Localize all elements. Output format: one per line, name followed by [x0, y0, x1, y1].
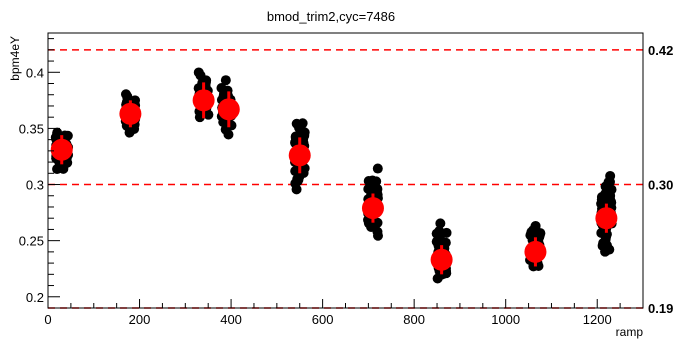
data-point — [297, 118, 308, 129]
y-tick-label: 0.3 — [26, 178, 44, 193]
y-tick-label: 0.25 — [19, 234, 44, 249]
y-tick-label: 0.4 — [26, 65, 44, 80]
mean-point — [524, 240, 547, 263]
data-point — [195, 70, 206, 81]
data-point — [526, 227, 537, 238]
x-tick-label: 1000 — [491, 312, 520, 327]
x-axis-title: ramp — [616, 325, 644, 339]
data-point — [603, 177, 614, 188]
mean-point — [217, 98, 240, 121]
data-point — [216, 83, 227, 94]
chart-title: bmod_trim2,cyc=7486 — [267, 9, 395, 24]
y-axis: 0.2 0.25 0.3 0.35 0.4 — [19, 38, 60, 309]
reference-line-label-1: 0.30 — [648, 178, 673, 193]
x-tick-label: 1200 — [583, 312, 612, 327]
x-tick-label: 0 — [44, 312, 51, 327]
data-point — [606, 197, 617, 208]
data-point — [368, 176, 379, 187]
mean-point — [361, 197, 384, 220]
x-axis: 0 200 400 600 800 1000 1200 — [44, 299, 644, 327]
mean-point — [50, 138, 73, 161]
data-point — [372, 163, 383, 174]
reference-line-label-0: 0.42 — [648, 43, 673, 58]
red-mean-points — [50, 82, 618, 275]
reference-lines — [48, 49, 643, 309]
mean-point — [288, 144, 311, 167]
x-tick-label: 200 — [129, 312, 151, 327]
y-tick-label: 0.2 — [26, 290, 44, 305]
mean-point — [595, 207, 618, 230]
data-point — [220, 75, 231, 86]
data-point — [372, 226, 383, 237]
mean-point — [192, 89, 215, 112]
plot-frame — [47, 32, 644, 309]
y-axis-title: bpm4eY — [8, 36, 22, 81]
mean-point — [430, 248, 453, 271]
data-point — [435, 218, 446, 229]
x-tick-label: 400 — [220, 312, 242, 327]
y-tick-label: 0.35 — [19, 121, 44, 136]
data-point — [596, 227, 607, 238]
x-tick-label: 800 — [403, 312, 425, 327]
reference-line-labels: 0.42 0.30 0.19 — [648, 43, 673, 316]
reference-line-label-2: 0.19 — [648, 301, 673, 316]
mean-point — [119, 102, 142, 125]
x-tick-label: 600 — [312, 312, 334, 327]
data-point — [130, 95, 141, 106]
data-point — [597, 240, 608, 251]
data-point — [294, 171, 305, 182]
data-point — [299, 127, 310, 138]
